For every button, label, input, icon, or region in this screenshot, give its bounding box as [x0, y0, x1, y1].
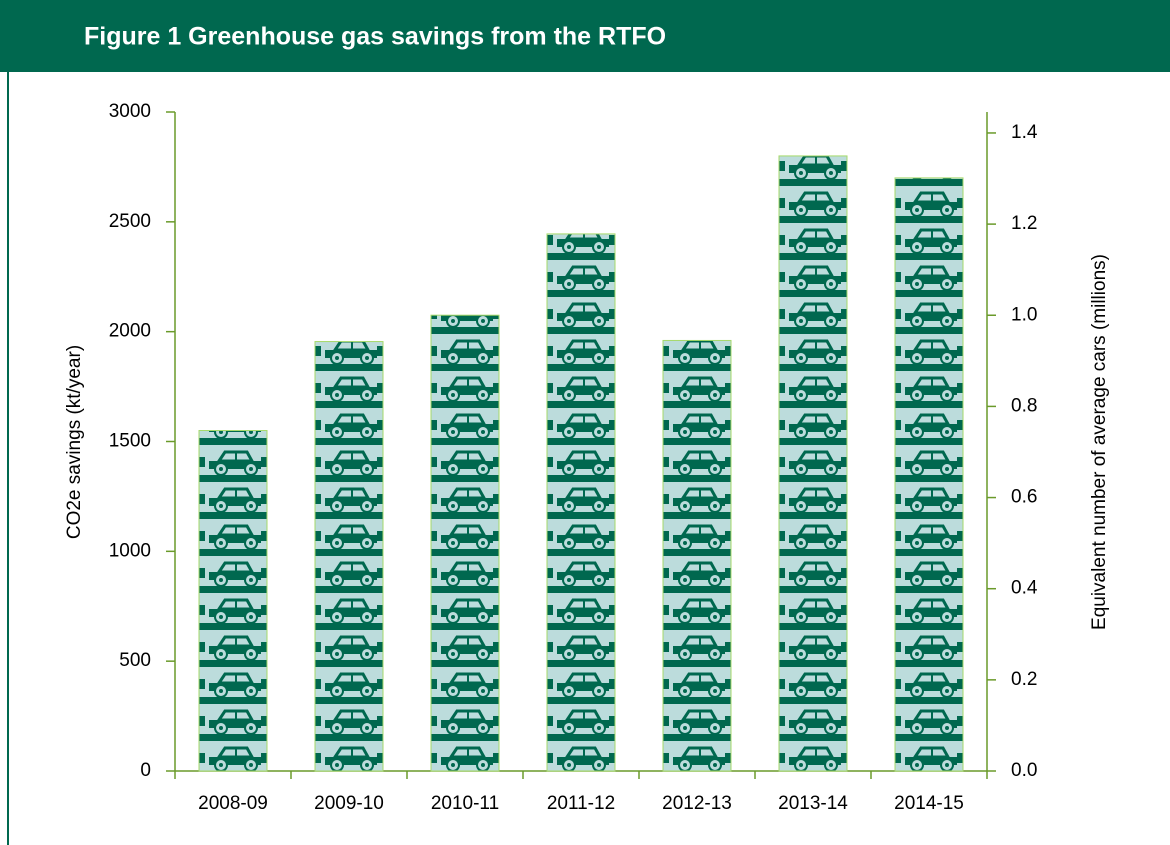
- bar: [546, 233, 616, 772]
- y2-tick-label: 0.0: [1011, 760, 1037, 781]
- y2-tick-label: 0.4: [1011, 578, 1038, 599]
- x-tick-label: 2013-14: [778, 793, 848, 814]
- y-tick-label: 2500: [109, 211, 151, 232]
- y-tick-label: 0: [140, 760, 151, 781]
- y2-tick-label: 0.2: [1011, 669, 1037, 690]
- y-tick-label: 1000: [109, 540, 151, 561]
- y-tick-label: 3000: [109, 101, 151, 122]
- bar: [778, 155, 848, 772]
- y2-tick-label: 0.8: [1011, 395, 1037, 416]
- y2-tick-label: 0.6: [1011, 487, 1037, 508]
- x-tick-label: 2008-09: [198, 793, 268, 814]
- header-band: [0, 0, 1170, 72]
- x-tick-label: 2011-12: [547, 793, 615, 814]
- chart-title: Figure 1 Greenhouse gas savings from the…: [84, 23, 666, 51]
- bar: [430, 314, 500, 772]
- x-tick-label: 2012-13: [662, 793, 732, 814]
- y2-axis-label: Equivalent number of average cars (milli…: [1089, 254, 1110, 630]
- y-tick-label: 1500: [109, 431, 151, 452]
- y2-tick-label: 1.4: [1011, 122, 1038, 143]
- x-tick-label: 2009-10: [314, 793, 384, 814]
- bar: [662, 339, 732, 772]
- y2-tick-label: 1.0: [1011, 304, 1037, 325]
- x-tick-label: 2014-15: [894, 793, 964, 814]
- y-tick-label: 2000: [109, 321, 151, 342]
- y-axis-label: CO2e savings (kt/year): [64, 345, 85, 539]
- x-tick-label: 2010-11: [431, 793, 499, 814]
- bar: [894, 177, 964, 772]
- y-tick-label: 500: [119, 650, 151, 671]
- bar: [198, 430, 268, 772]
- y2-tick-label: 1.2: [1011, 213, 1037, 234]
- bar: [314, 341, 384, 772]
